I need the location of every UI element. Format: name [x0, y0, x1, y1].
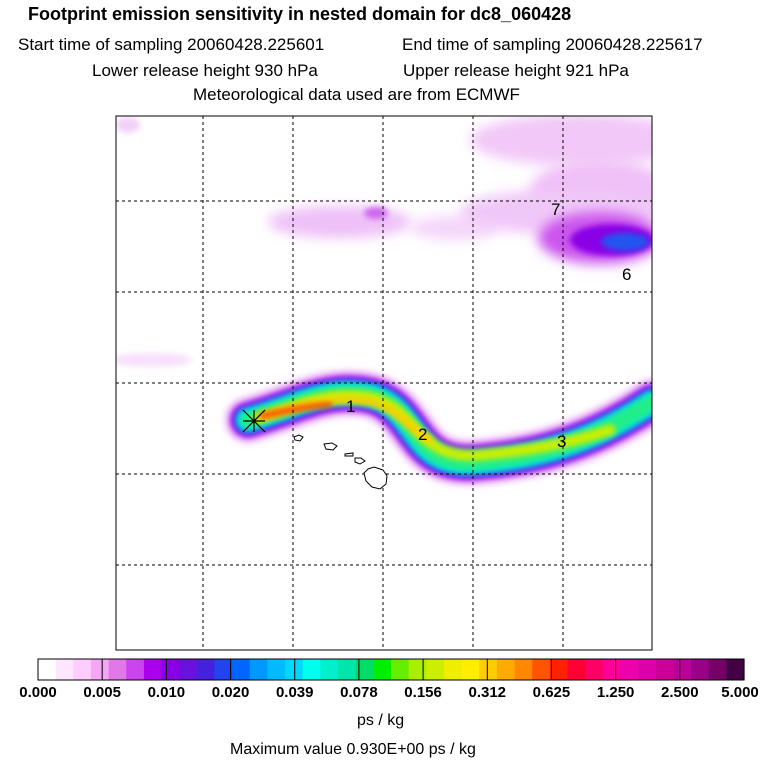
hawaii-islands-coastline: [293, 434, 388, 490]
colorbar-tick-label: 0.020: [211, 684, 250, 701]
colorbar-cell: [708, 659, 727, 680]
colorbar-cell: [126, 659, 145, 680]
colorbar-cell: [38, 659, 57, 680]
colorbar-tick-label: 0.039: [275, 684, 314, 701]
colorbar-cell: [496, 659, 516, 680]
colorbar-cell: [285, 659, 304, 680]
colorbar-tick-label: 0.078: [340, 684, 378, 701]
colorbar-cell: [73, 659, 92, 680]
colorbar-cell: [620, 659, 639, 680]
colorbar-tick-label: 0.156: [404, 684, 442, 701]
colorbar-tick-label: 2.500: [661, 684, 699, 701]
colorbar-cell: [338, 659, 357, 680]
figure-title: Footprint emission sensitivity in nested…: [28, 4, 572, 24]
colorbar-cell: [355, 659, 374, 680]
colorbar-cell: [461, 659, 480, 680]
colorbar-tick-label: 5.000: [721, 684, 759, 701]
upper-height-label: Upper release height 921 hPa: [403, 61, 629, 80]
day-label-2: 2: [418, 425, 427, 444]
colorbar-units-label: ps / kg: [357, 712, 405, 729]
colorbar-cell: [161, 659, 180, 680]
colorbar-cell: [214, 659, 233, 680]
day-label-1: 1: [346, 397, 355, 416]
colorbar-cell: [143, 659, 163, 680]
end-time-label: End time of sampling 20060428.225617: [402, 35, 703, 54]
met-data-label: Meteorological data used are from ECMWF: [193, 85, 520, 104]
colorbar-cell: [479, 659, 498, 680]
colorbar-cell: [426, 659, 445, 680]
day-label-6: 6: [622, 265, 631, 284]
colorbar-cell: [691, 659, 710, 680]
colorbar-cell: [532, 659, 551, 680]
colorbar-cell: [408, 659, 427, 680]
start-time-label: Start time of sampling 20060428.225601: [18, 35, 325, 54]
colorbar-cell: [320, 659, 339, 680]
colorbar-cell: [232, 659, 251, 680]
day-label-3: 3: [557, 432, 566, 451]
colorbar-cell: [549, 659, 569, 680]
colorbar-cell: [726, 659, 745, 680]
day-label-7: 7: [551, 200, 560, 219]
colorbar-cell: [55, 659, 74, 680]
colorbar-cell: [302, 659, 321, 680]
map-frame: [115, 115, 653, 651]
colorbar-cell: [514, 659, 533, 680]
colorbar-cell: [267, 659, 286, 680]
colorbar-cell: [391, 659, 410, 680]
release-point-cross: [242, 409, 266, 433]
lat-lon-grid: [116, 116, 652, 650]
colorbar-cell: [443, 659, 463, 680]
lower-height-label: Lower release height 930 hPa: [92, 61, 318, 80]
colorbar-tick-label: 0.312: [468, 684, 507, 701]
colorbar-cell: [567, 659, 586, 680]
colorbar-tick-label: 0.625: [532, 684, 571, 701]
colorbar-cell: [373, 659, 392, 680]
colorbar-cell: [638, 659, 657, 680]
colorbar-tick-label: 0.005: [83, 684, 121, 701]
maximum-value-label: Maximum value 0.930E+00 ps / kg: [230, 741, 476, 758]
colorbar-tick-label: 0.010: [147, 684, 186, 701]
colorbar-cell: [179, 659, 198, 680]
colorbar-cell: [673, 659, 692, 680]
colorbar-cell: [585, 659, 604, 680]
colorbar-tick-label: 0.000: [19, 684, 57, 701]
colorbar-cell: [108, 659, 127, 680]
colorbar-tick-label: 1.250: [596, 684, 635, 701]
colorbar-cell: [655, 659, 674, 680]
colorbar-cell: [602, 659, 622, 680]
colorbar-cell: [196, 659, 216, 680]
colorbar-cell: [249, 659, 269, 680]
colorbar-cell: [90, 659, 110, 680]
colorbar-frame: [37, 658, 745, 681]
